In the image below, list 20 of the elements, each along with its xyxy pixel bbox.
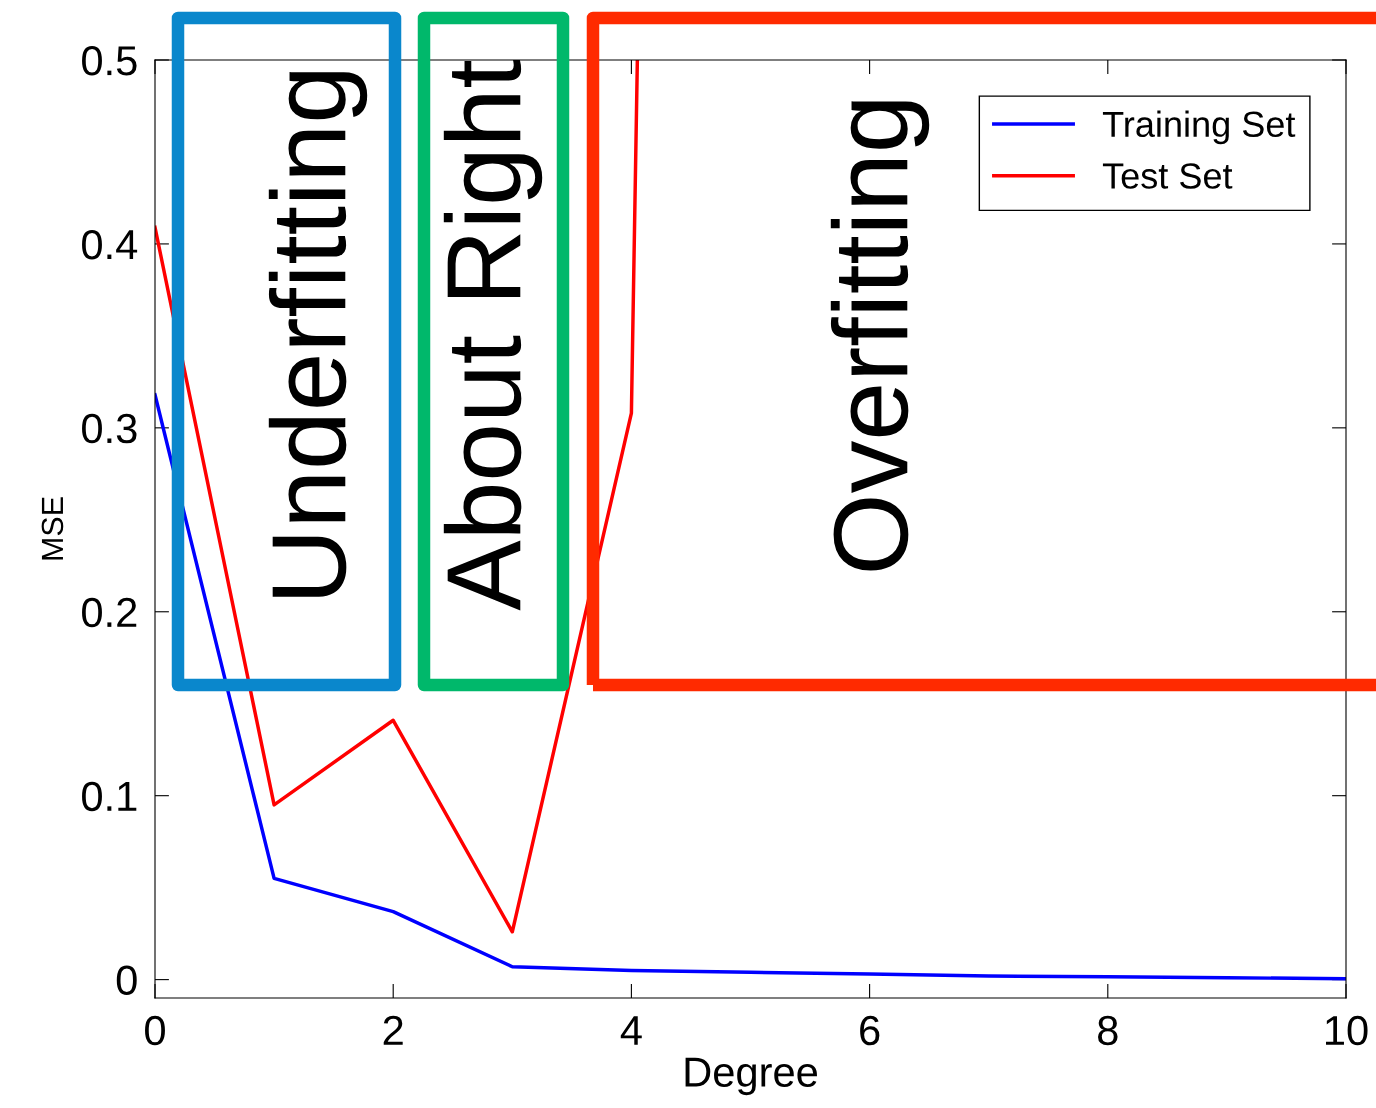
x-tick-label: 10 [1326, 1015, 1368, 1046]
x-axis-title: Degree [685, 1057, 817, 1096]
x-tick-label: 0 [145, 1015, 165, 1046]
x-tick-label: 2 [383, 1015, 403, 1045]
x-tick-label: 6 [860, 1015, 880, 1046]
x-tick-label: 4 [620, 1016, 642, 1045]
y-axis-title: MSE [41, 497, 64, 560]
y-tick-label: 0.4 [82, 229, 138, 260]
y-tick-label: 0.3 [82, 413, 137, 444]
annotation: Underfitting [268, 71, 368, 597]
x-tick-label: 8 [1098, 1015, 1118, 1046]
y-tick-label: 0.5 [82, 46, 137, 76]
annotation: Overfitting [830, 101, 930, 571]
y-tick-label: 0.1 [82, 781, 137, 812]
annotation: About Right [443, 59, 543, 611]
line-series [155, 60, 640, 934]
y-tick-label: 0 [116, 965, 137, 996]
y-tick-label: 0.2 [82, 597, 137, 628]
legend-label: Training Set [1102, 110, 1296, 145]
legend-label: Test Set [1102, 163, 1233, 189]
